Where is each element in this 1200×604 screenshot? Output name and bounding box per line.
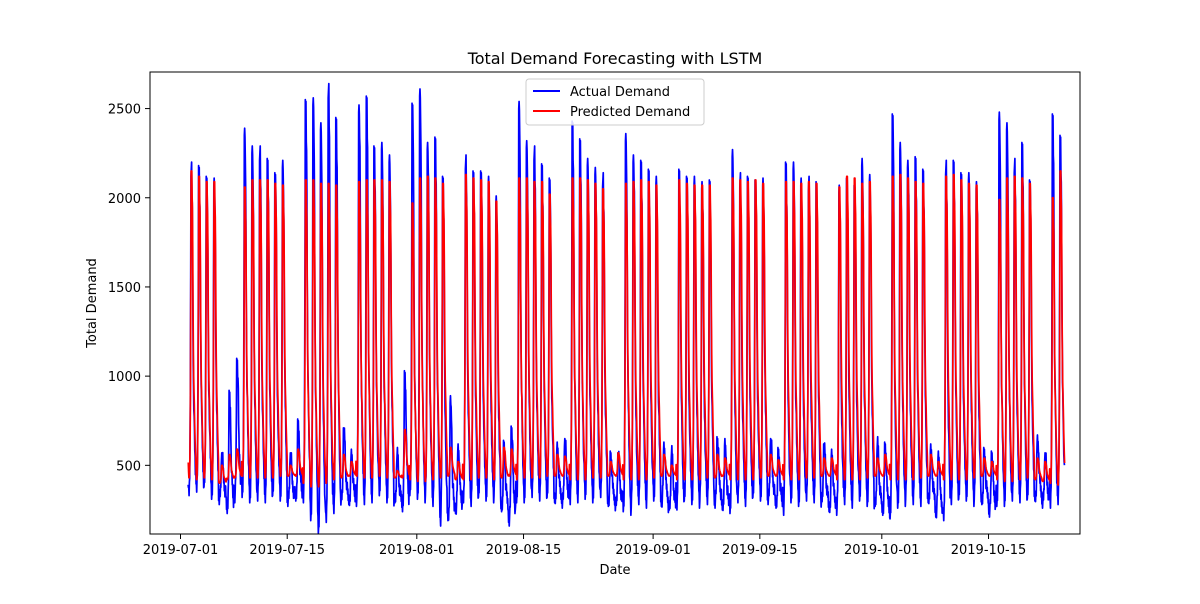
x-tick-label: 2019-08-01 [379,543,455,558]
x-axis-label: Date [599,563,630,578]
x-tick-label: 2019-08-15 [486,543,562,558]
x-tick-label: 2019-10-01 [844,543,920,558]
legend: Actual Demand Predicted Demand [525,78,705,126]
series-layer [187,82,1066,534]
legend-label-actual: Actual Demand [570,85,670,100]
y-axis-label: Total Demand [85,258,100,349]
x-tick-label: 2019-09-15 [722,543,798,558]
y-tick-label: 500 [116,459,141,474]
predicted-demand-line [187,170,1066,488]
y-axis: 500 1000 1500 2000 2500 [108,103,150,474]
chart-title: Total Demand Forecasting with LSTM [467,49,763,68]
x-axis: 2019-07-01 2019-07-15 2019-08-01 2019-08-15… [143,534,1027,558]
x-tick-label: 2019-09-01 [615,543,691,558]
x-tick-label: 2019-10-15 [951,543,1027,558]
axes-frame [149,71,1081,535]
legend-box [525,78,705,126]
x-tick-label: 2019-07-01 [143,543,219,558]
y-tick-label: 2500 [108,103,141,118]
plot-area [149,71,1081,535]
y-tick-label: 2000 [108,192,141,207]
y-tick-label: 1000 [108,370,141,385]
y-tick-label: 1500 [108,281,141,296]
x-tick-label: 2019-07-15 [249,543,325,558]
legend-label-predicted: Predicted Demand [570,105,690,120]
